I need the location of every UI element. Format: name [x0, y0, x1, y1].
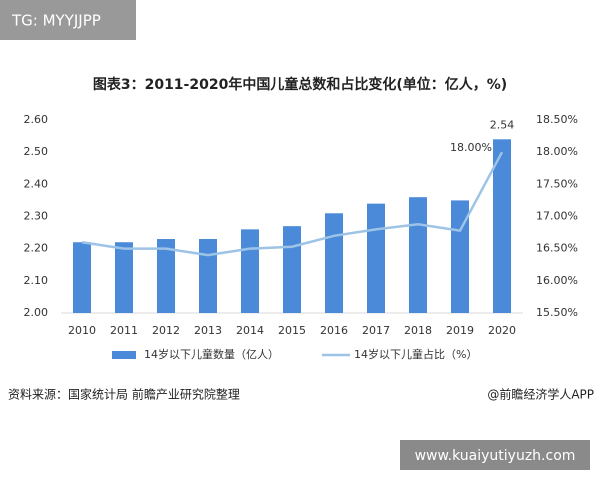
- bar: [199, 239, 217, 313]
- bar: [493, 139, 511, 313]
- y2-tick-label: 18.00%: [536, 145, 578, 158]
- y2-tick-label: 15.50%: [536, 306, 578, 319]
- x-tick-label: 2020: [488, 324, 516, 337]
- y2-tick-label: 18.50%: [536, 113, 578, 126]
- y-tick-label: 2.20: [24, 242, 49, 255]
- line: [81, 151, 504, 257]
- source: 资料来源：国家统计局 前瞻产业研究院整理: [8, 387, 240, 402]
- bar: [283, 226, 301, 313]
- tag-box: [0, 0, 136, 40]
- x-tick-label: 2013: [194, 324, 222, 337]
- legend-swatch: [112, 351, 136, 359]
- bar: [115, 242, 133, 313]
- y-tick-label: 2.60: [24, 113, 49, 126]
- tag: TG: MYYJJPP: [11, 12, 101, 30]
- chart-title: 图表3：2011-2020年中国儿童总数和占比变化(单位：亿人，%): [93, 76, 507, 93]
- y2-tick-label: 17.50%: [536, 177, 578, 190]
- bar: [325, 213, 343, 313]
- y-tick-label: 2.10: [24, 274, 49, 287]
- legend-label: 14岁以下儿童占比（%）: [354, 347, 477, 361]
- bar: [157, 239, 175, 313]
- y-tick-label: 2.00: [24, 306, 49, 319]
- data-label: 18.00%: [450, 141, 492, 154]
- x-tick-label: 2015: [278, 324, 306, 337]
- bar: [367, 203, 385, 313]
- x-tick-label: 2019: [446, 324, 474, 337]
- url: www.kuaiyutiyuzh.com: [415, 448, 576, 464]
- y-tick-label: 2.40: [24, 177, 49, 190]
- x-tick-label: 2018: [404, 324, 432, 337]
- legend-label: 14岁以下儿童数量（亿人）: [144, 347, 279, 361]
- bar: [241, 229, 259, 313]
- bar: [451, 200, 469, 313]
- y2-tick-label: 17.00%: [536, 210, 578, 223]
- x-tick-label: 2016: [320, 324, 348, 337]
- brand: @前瞻经济学人APP: [487, 387, 594, 402]
- y2-tick-label: 16.50%: [536, 242, 578, 255]
- x-tick-label: 2017: [362, 324, 390, 337]
- x-tick-label: 2012: [152, 324, 180, 337]
- x-tick-label: 2014: [236, 324, 264, 337]
- x-tick-label: 2011: [110, 324, 138, 337]
- bar: [409, 197, 427, 313]
- y-tick-label: 2.30: [24, 210, 49, 223]
- url-box: [400, 440, 590, 470]
- y-tick-label: 2.50: [24, 145, 49, 158]
- bar: [73, 242, 91, 313]
- data-label: 2.54: [490, 118, 515, 131]
- x-tick-label: 2010: [68, 324, 96, 337]
- y2-tick-label: 16.00%: [536, 274, 578, 287]
